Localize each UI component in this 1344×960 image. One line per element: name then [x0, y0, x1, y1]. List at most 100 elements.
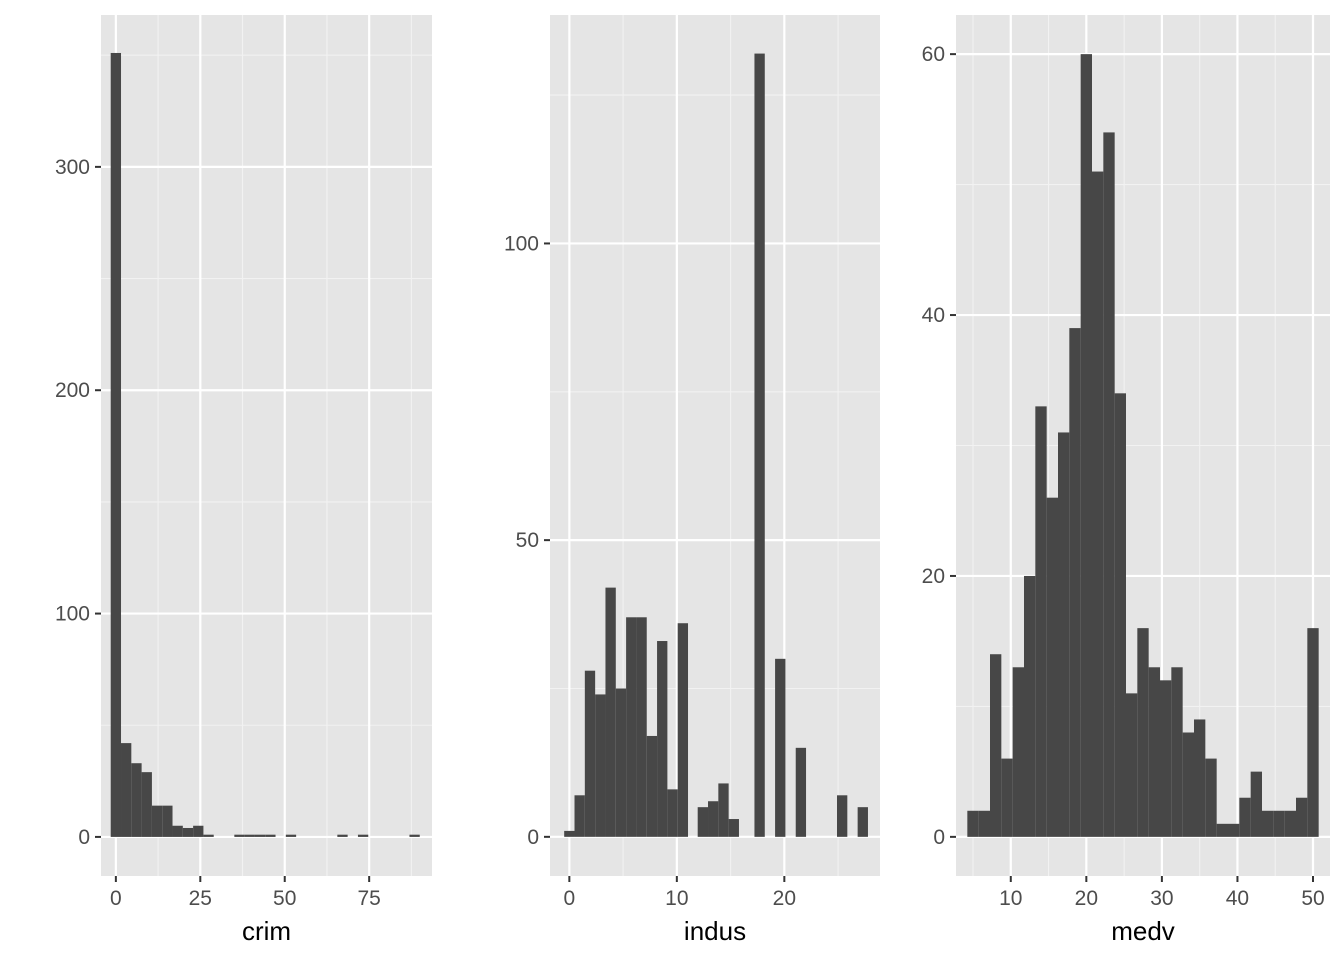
histogram-bar	[646, 735, 658, 837]
histogram-bar	[1092, 171, 1104, 837]
histogram-bar	[584, 670, 596, 837]
histogram-bar	[234, 834, 245, 837]
x-tick-label: 10	[665, 887, 688, 910]
histogram-bar	[595, 694, 606, 837]
x-tick-label: 20	[773, 887, 796, 910]
histogram-bar	[657, 641, 668, 837]
histogram-bar	[1058, 432, 1070, 837]
histogram-panel-indus: 0 10 20 0 50 100 indus	[504, 15, 880, 946]
histogram-bar	[775, 658, 786, 837]
y-tick-label: 100	[504, 232, 539, 255]
histogram-bar	[667, 789, 678, 837]
x-axis-title: indus	[684, 916, 746, 946]
histogram-bar	[718, 783, 729, 837]
y-tick-label: 40	[922, 304, 945, 327]
histogram-bar	[1080, 54, 1092, 837]
histogram-panel-medv: 10 20 30 40 50 0 20 40 60 medv	[922, 15, 1330, 946]
histogram-bar	[151, 805, 163, 837]
histogram-bar	[1126, 693, 1138, 837]
histogram-bar	[162, 805, 173, 837]
y-tick-label: 50	[516, 529, 539, 552]
histogram-bar	[978, 810, 990, 837]
histogram-bar	[285, 834, 297, 837]
histogram-bar	[795, 747, 807, 837]
histogram-bar	[1284, 810, 1296, 837]
histogram-bar	[1012, 667, 1024, 837]
histogram-bar	[1239, 797, 1251, 837]
x-tick-label: 50	[273, 887, 296, 910]
x-tick-label: 40	[1226, 887, 1249, 910]
y-tick-label: 0	[527, 826, 539, 849]
histogram-bar	[1160, 680, 1172, 837]
y-tick-label: 0	[78, 826, 90, 849]
histogram-bar	[1046, 497, 1058, 837]
y-tick-label: 100	[55, 603, 90, 626]
histogram-bar	[1228, 823, 1240, 837]
histogram-bar	[121, 743, 132, 837]
y-tick-label: 300	[55, 156, 90, 179]
x-axis-title: medv	[1111, 916, 1175, 946]
histogram-bar	[967, 810, 979, 837]
histogram-bar	[1001, 758, 1013, 837]
histogram-bar	[265, 834, 276, 837]
histogram-bar	[172, 825, 183, 837]
histogram-bar	[990, 654, 1002, 837]
x-axis-title: crim	[242, 916, 291, 946]
histogram-bar	[131, 763, 142, 837]
histogram-bar	[110, 52, 122, 837]
histogram-bar	[409, 834, 420, 837]
histogram-bar	[1307, 628, 1319, 837]
histogram-bar	[1171, 667, 1183, 837]
histogram-bar	[1035, 406, 1047, 837]
histogram-bar	[337, 834, 348, 837]
histogram-bar	[1137, 628, 1149, 837]
histogram-bar	[1148, 667, 1160, 837]
histogram-bar	[254, 834, 266, 837]
histogram-bar	[1216, 823, 1228, 837]
histogram-bar	[564, 830, 575, 837]
x-tick-label: 0	[110, 887, 122, 910]
histogram-bar	[1103, 132, 1115, 837]
histogram-bar	[626, 617, 637, 837]
histogram-bar	[1262, 810, 1274, 837]
histogram-bar	[1273, 810, 1285, 837]
histogram-bar	[1182, 732, 1194, 837]
histogram-bar	[636, 617, 647, 837]
y-tick-label: 60	[922, 43, 945, 66]
x-tick-label: 30	[1150, 887, 1173, 910]
y-tick-label: 20	[922, 565, 945, 588]
x-tick-label: 75	[357, 887, 380, 910]
histogram-panel-crim: 0 25 50 75 0 100 200 300 crim	[55, 15, 432, 946]
histogram-bar	[193, 825, 204, 837]
histogram-bar	[244, 834, 255, 837]
histogram-bar	[837, 795, 848, 837]
histogram-bar	[1296, 797, 1308, 837]
histogram-bar	[605, 587, 616, 837]
histogram-bar	[141, 772, 152, 837]
histogram-bar	[697, 807, 709, 837]
histogram-bar	[1205, 758, 1217, 837]
histogram-bar	[1024, 575, 1036, 837]
x-tick-label: 0	[564, 887, 576, 910]
histogram-bar	[677, 623, 689, 837]
histogram-bar	[203, 834, 214, 837]
histogram-bar	[1069, 328, 1081, 837]
histogram-bar	[728, 819, 739, 837]
histogram-bar	[708, 801, 719, 837]
histogram-bar	[182, 827, 194, 837]
histogram-bar	[1250, 771, 1262, 837]
histogram-bar	[1114, 393, 1126, 837]
histogram-bar	[357, 834, 369, 837]
y-tick-label: 0	[933, 826, 945, 849]
x-tick-label: 25	[189, 887, 212, 910]
x-tick-label: 20	[1075, 887, 1098, 910]
histogram-bar	[615, 688, 627, 837]
histogram-bar	[574, 795, 585, 837]
histogram-bar	[754, 53, 765, 837]
histogram-bar	[857, 807, 868, 837]
histogram-bar	[1194, 719, 1206, 837]
x-tick-label: 50	[1301, 887, 1324, 910]
x-tick-label: 10	[999, 887, 1022, 910]
panel-background	[101, 15, 432, 876]
